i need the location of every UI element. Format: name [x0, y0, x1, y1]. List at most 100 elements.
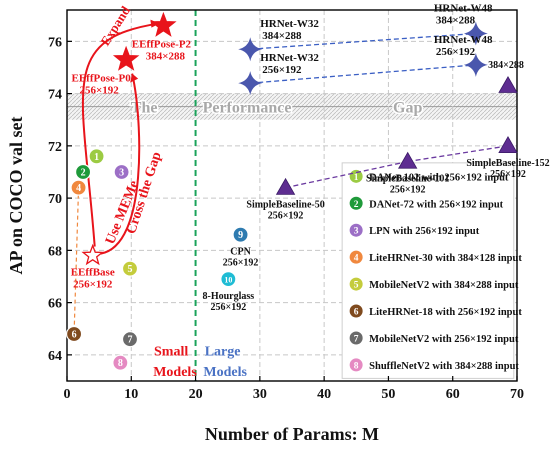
point-1 [88, 148, 105, 165]
hrnet-point [463, 21, 488, 46]
eeffpose-p0-point [112, 45, 140, 71]
eeffbase-point [81, 243, 104, 266]
y-tick-label: 76 [48, 35, 62, 50]
x-tick-label: 0 [64, 387, 71, 402]
legend-marker-number: 8 [354, 361, 359, 371]
simplebaseline-label: SimpleBaseline-50 [246, 200, 324, 211]
legend-entry: LiteHRNet-18 with 256×192 input [369, 307, 522, 318]
point-number: 8 [118, 358, 123, 369]
x-tick-label: 10 [124, 387, 138, 402]
x-tick-label: 20 [189, 387, 203, 402]
point-2 [74, 163, 92, 181]
legend-box [341, 162, 515, 379]
legend-marker [348, 330, 364, 346]
simplebaseline-label: 256×192 [390, 185, 426, 196]
cross-gap-arrow [100, 73, 141, 255]
point-6 [65, 325, 83, 343]
axes-frame [66, 9, 518, 382]
legend-marker [348, 303, 364, 319]
hrnet-label: HRNet-W48 [434, 34, 493, 46]
eeffpose-p0-label: 256×192 [80, 85, 120, 97]
point-9 [232, 226, 249, 243]
hrnet-label: HRNet-W32 [260, 52, 319, 64]
legend-entry: DANet-102 with 256×192 input [369, 172, 509, 183]
legend-entry: DANet-72 with 256×192 input [369, 199, 504, 210]
small-models-label: Models [153, 365, 197, 380]
point-label: 256×192 [223, 258, 259, 269]
point-number: 10 [224, 276, 232, 285]
point-number: 2 [81, 167, 86, 178]
x-tick-label: 50 [381, 387, 395, 402]
legend-entry: LPN with 256×192 input [369, 226, 480, 237]
legend-marker-number: 1 [354, 173, 359, 183]
legend-marker-number: 3 [354, 227, 359, 237]
simplebaseline-point [498, 75, 518, 93]
point-number: 5 [128, 264, 133, 275]
hrnet-label: HRNet-W48 [434, 3, 493, 15]
expand-arrow [81, 22, 158, 247]
small-models-label: Small [154, 344, 188, 359]
hrnet-label: HRNet-W32 [260, 18, 319, 30]
eeffbase-label: 256×192 [73, 279, 113, 291]
legend-marker-number: 2 [354, 200, 359, 210]
legend-marker [348, 222, 364, 238]
hrnet-label: 256×192 [436, 46, 476, 58]
hrnet-point [463, 52, 488, 77]
hrnet-connector [250, 32, 476, 50]
x-axis-label: Number of Params: M [205, 424, 379, 444]
eeffpose-p2-label: EEffPose-P2 [132, 39, 192, 51]
point-label: 256×192 [211, 302, 247, 313]
simplebaseline-connector [407, 145, 509, 163]
hrnet-label: 256×192 [262, 64, 302, 76]
large-models-label: Large [205, 344, 241, 359]
legend-entry: ShuffleNetV2 with 384×288 input [369, 361, 519, 372]
hrnet-point [238, 71, 263, 96]
point-number: 6 [72, 329, 77, 340]
legend-marker [348, 249, 364, 265]
x-tick-label: 70 [510, 387, 524, 402]
point-3 [113, 163, 130, 181]
y-axis-label: AP on COCO val set [6, 116, 26, 274]
hrnet-label: 384×288 [436, 15, 476, 27]
hrnet-label: 384×288 [262, 30, 302, 42]
eeffbase-label: EEffBase [71, 267, 115, 279]
point-8 [112, 354, 129, 371]
legend-marker-number: 5 [354, 281, 359, 291]
point-7 [121, 331, 139, 348]
eeffpose-p2-point [150, 11, 177, 37]
simplebaseline-point [275, 177, 296, 195]
y-tick-label: 74 [48, 88, 62, 103]
y-tick-label: 64 [48, 349, 62, 364]
gap-text: Gap [393, 100, 422, 117]
simplebaseline-label: SimpleBaseline-101 [366, 174, 449, 185]
simplebaseline-label: 256×192 [268, 211, 304, 222]
simplebaseline-label: 384×288 [488, 60, 524, 71]
legend-marker-number: 7 [354, 334, 359, 344]
gap-text: Performance [203, 100, 292, 117]
y-tick-label: 68 [48, 244, 62, 259]
point-number: 1 [94, 152, 99, 163]
hrnet-connector [250, 64, 476, 84]
legend-marker-number: 6 [354, 308, 359, 318]
legend-marker-number: 4 [354, 254, 359, 264]
simplebaseline-label: SimpleBaseline-152 [466, 158, 549, 169]
simplebaseline-point [498, 136, 518, 154]
x-tick-label: 40 [317, 387, 331, 402]
x-tick-label: 60 [446, 387, 460, 402]
simplebaseline-connector [285, 160, 408, 189]
legend-entry: LiteHRNet-30 with 384×128 input [369, 253, 522, 264]
x-tick-label: 30 [253, 387, 267, 402]
legend-marker [348, 357, 364, 373]
legend-entry: MobileNetV2 with 256×192 input [369, 334, 519, 345]
y-tick-label: 72 [48, 140, 62, 155]
eeffpose-p0-label: EEffPose-P0 [72, 73, 132, 85]
y-tick-label: 70 [48, 192, 62, 207]
point-number: 3 [119, 167, 124, 178]
large-models-label: Models [203, 365, 247, 380]
point-10 [220, 271, 237, 288]
point-5 [121, 260, 139, 277]
point-4 [70, 179, 87, 196]
legend-marker [348, 195, 364, 211]
simplebaseline-label: 256×192 [490, 169, 526, 180]
